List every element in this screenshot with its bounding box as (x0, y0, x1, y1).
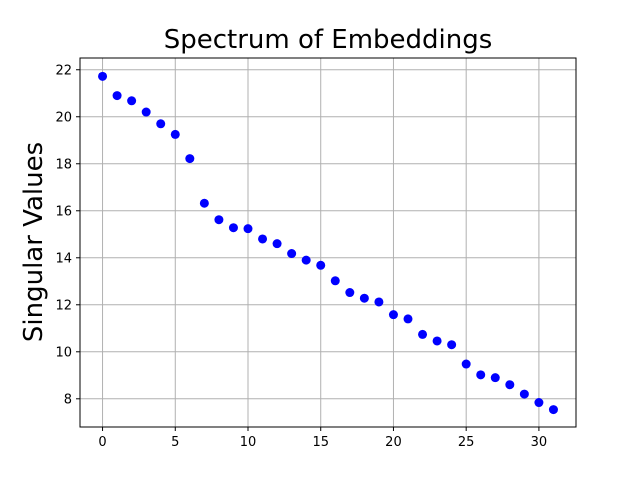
data-point (359, 293, 369, 303)
data-point (258, 234, 268, 244)
x-tick-label: 0 (98, 435, 106, 450)
data-point (534, 398, 544, 408)
y-tick-label: 12 (55, 298, 72, 313)
y-tick-label: 14 (55, 251, 72, 266)
y-axis-label: Singular Values (19, 142, 49, 342)
data-point (374, 297, 384, 307)
grid-lines (80, 58, 576, 427)
axis-ticks: 0 5 10 15 20 25 30 8 10 12 14 16 18 20 22 (55, 63, 547, 450)
data-point (505, 380, 515, 390)
y-tick-label: 18 (55, 157, 72, 172)
data-point (418, 329, 428, 339)
data-point (287, 249, 297, 259)
x-tick-label: 15 (312, 435, 329, 450)
data-point (272, 239, 282, 249)
data-point (156, 119, 166, 129)
data-point (199, 198, 209, 208)
data-point (112, 91, 122, 101)
data-point (316, 260, 326, 270)
data-point (519, 389, 529, 399)
x-tick-label: 25 (458, 435, 475, 450)
data-point (170, 129, 180, 139)
chart-title: Spectrum of Embeddings (164, 25, 493, 55)
data-point (98, 71, 108, 81)
plot-frame (79, 57, 577, 428)
y-tick-label: 20 (55, 110, 72, 125)
data-point (388, 310, 398, 320)
data-point (243, 224, 253, 234)
data-point (185, 154, 195, 164)
data-point (461, 359, 471, 369)
y-tick-label: 10 (55, 345, 72, 360)
x-tick-label: 30 (531, 435, 548, 450)
y-tick-label: 16 (55, 204, 72, 219)
data-point (301, 255, 311, 265)
data-point (330, 276, 340, 286)
data-point (214, 215, 224, 225)
data-point (476, 370, 486, 380)
data-point (548, 405, 558, 415)
data-point (403, 314, 413, 324)
data-points (98, 71, 558, 415)
x-tick-label: 10 (240, 435, 257, 450)
data-point (228, 223, 238, 233)
x-tick-label: 5 (171, 435, 179, 450)
data-point (490, 373, 500, 383)
y-tick-label: 22 (55, 63, 72, 78)
data-point (141, 107, 151, 117)
data-point (345, 288, 355, 298)
data-point (127, 96, 137, 106)
data-point (447, 340, 457, 350)
data-point (432, 336, 442, 346)
x-tick-label: 20 (385, 435, 402, 450)
y-tick-label: 8 (64, 392, 72, 407)
